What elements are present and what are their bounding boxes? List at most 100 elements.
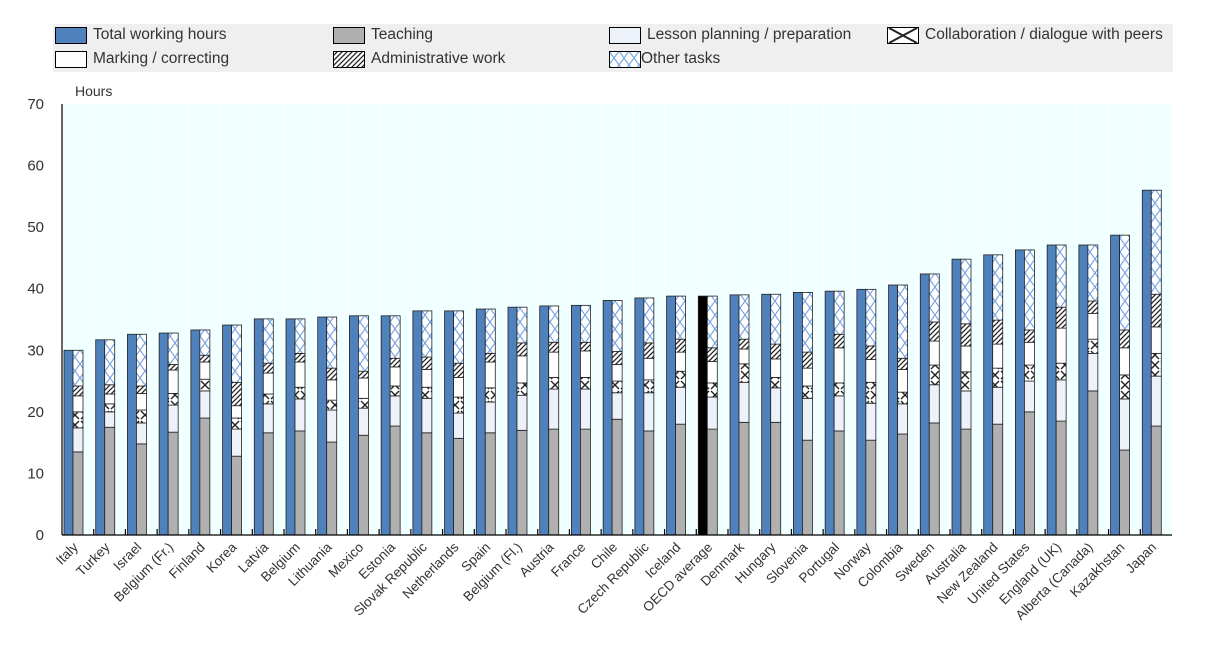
stack-segment-lesson-planning-preparation [611, 392, 623, 420]
stack-segment-marking-correcting [1119, 347, 1130, 376]
stack-segment-lesson-planning-preparation [136, 422, 147, 445]
stack-segment-administrative-work [484, 352, 496, 363]
stack-segment-marking-correcting [104, 393, 116, 405]
x-tick-label: Korea [203, 539, 239, 575]
stack-segment-other-tasks [770, 293, 782, 345]
stack-segment-other-tasks [960, 258, 972, 325]
stack-segment-marking-correcting [865, 359, 877, 383]
stack-segment-other-tasks [738, 294, 750, 340]
stack-segment-teaching [548, 428, 560, 536]
stack-segment-marking-correcting [453, 376, 464, 398]
stack-segment-collaboration-dialogue-with-peers [1150, 352, 1162, 377]
stack-segment-teaching [1150, 425, 1162, 536]
stack-segment-collaboration-dialogue-with-peers [1087, 338, 1099, 354]
total-bar [571, 304, 581, 536]
stack-segment-teaching [358, 434, 369, 536]
stack-segment-collaboration-dialogue-with-peers [1119, 374, 1130, 400]
y-tick-label: 0 [36, 527, 44, 544]
stack-segment-lesson-planning-preparation [167, 404, 179, 433]
stack-segment-marking-correcting [199, 361, 211, 380]
legend-label: Marking / correcting [93, 50, 230, 67]
stack-segment-collaboration-dialogue-with-peers [484, 387, 496, 403]
stack-segment-marking-correcting [802, 367, 813, 387]
stack-segment-marking-correcting [1024, 341, 1035, 366]
stack-segment-other-tasks [136, 333, 147, 387]
stack-segment-collaboration-dialogue-with-peers [928, 364, 940, 386]
total-bar [1015, 249, 1025, 536]
stack-segment-lesson-planning-preparation [865, 402, 877, 441]
x-tick-label: Turkey [73, 539, 113, 579]
total-bar [856, 288, 867, 536]
stack-segment-collaboration-dialogue-with-peers [738, 363, 750, 383]
legend-label: Total working hours [93, 26, 227, 43]
stack-segment-collaboration-dialogue-with-peers [262, 393, 274, 405]
stack-segment-administrative-work [1119, 329, 1130, 349]
stack-segment-administrative-work [802, 351, 813, 369]
total-bar [95, 339, 106, 536]
stack-segment-administrative-work [928, 321, 940, 342]
stack-segment-other-tasks [643, 297, 655, 344]
stack-segment-administrative-work [738, 338, 750, 350]
total-bar [412, 310, 423, 536]
stack-segment-administrative-work [389, 357, 401, 368]
stack-segment-other-tasks [104, 339, 116, 386]
stack-segment-lesson-planning-preparation [738, 381, 750, 423]
stack-segment-lesson-planning-preparation [262, 403, 274, 434]
stack-segment-teaching [72, 451, 84, 536]
total-bar [444, 310, 454, 536]
stack-segment-lesson-planning-preparation [453, 412, 464, 439]
stack-segment-teaching [738, 421, 750, 536]
stack-segment-collaboration-dialogue-with-peers [104, 403, 116, 413]
legend-item-marking: Marking / correcting [55, 50, 229, 68]
legend-swatch-marking [55, 50, 87, 68]
y-tick-label: 40 [27, 281, 44, 298]
y-tick-label: 60 [27, 158, 44, 175]
legend-item-admin: Administrative work [333, 50, 505, 68]
stack-segment-collaboration-dialogue-with-peers [1055, 362, 1067, 381]
stack-segment-collaboration-dialogue-with-peers [199, 378, 211, 392]
total-bar [1078, 244, 1089, 536]
y-tick-label: 20 [27, 404, 44, 421]
legend-item-collaboration: Collaboration / dialogue with peers [887, 26, 1163, 44]
stack-segment-teaching [928, 422, 940, 536]
x-tick-label: Japan [1123, 540, 1160, 577]
stack-segment-teaching [865, 439, 877, 536]
total-bar [983, 254, 994, 536]
stack-segment-administrative-work [1087, 300, 1099, 314]
stack-segment-other-tasks [389, 315, 401, 359]
stack-segment-administrative-work [1024, 329, 1035, 343]
total-bar [1141, 189, 1152, 536]
stack-segment-other-tasks [611, 300, 623, 352]
total-bar [1110, 234, 1120, 536]
stack-segment-other-tasks [1119, 234, 1130, 331]
stack-segment-collaboration-dialogue-with-peers [865, 381, 877, 404]
stack-segment-collaboration-dialogue-with-peers [72, 411, 84, 429]
total-bar [63, 349, 74, 536]
stack-segment-marking-correcting [72, 395, 84, 413]
stack-segment-other-tasks [72, 349, 84, 387]
stack-segment-lesson-planning-preparation [643, 392, 655, 432]
stack-segment-administrative-work [231, 381, 242, 407]
stack-segment-teaching [167, 431, 179, 536]
stack-segment-teaching [960, 428, 972, 536]
stack-segment-administrative-work [611, 351, 623, 365]
stack-segment-marking-correcting [358, 377, 369, 399]
stack-segment-other-tasks [1150, 189, 1162, 295]
stack-segment-administrative-work [548, 341, 560, 353]
legend-label: Teaching [371, 26, 434, 43]
stack-segment-marking-correcting [611, 364, 623, 382]
total-bar [190, 329, 201, 536]
stack-segment-collaboration-dialogue-with-peers [358, 397, 369, 409]
total-bar [1046, 244, 1057, 536]
stack-segment-lesson-planning-preparation [897, 403, 908, 435]
stack-segment-collaboration-dialogue-with-peers [770, 376, 782, 389]
stack-segment-lesson-planning-preparation [231, 428, 242, 457]
y-tick-label: 30 [27, 342, 44, 359]
total-bar [507, 306, 518, 536]
stack-segment-collaboration-dialogue-with-peers [802, 385, 813, 399]
stack-segment-marking-correcting [548, 351, 560, 378]
stack-segment-marking-correcting [770, 358, 782, 378]
stack-segment-other-tasks [675, 295, 686, 340]
